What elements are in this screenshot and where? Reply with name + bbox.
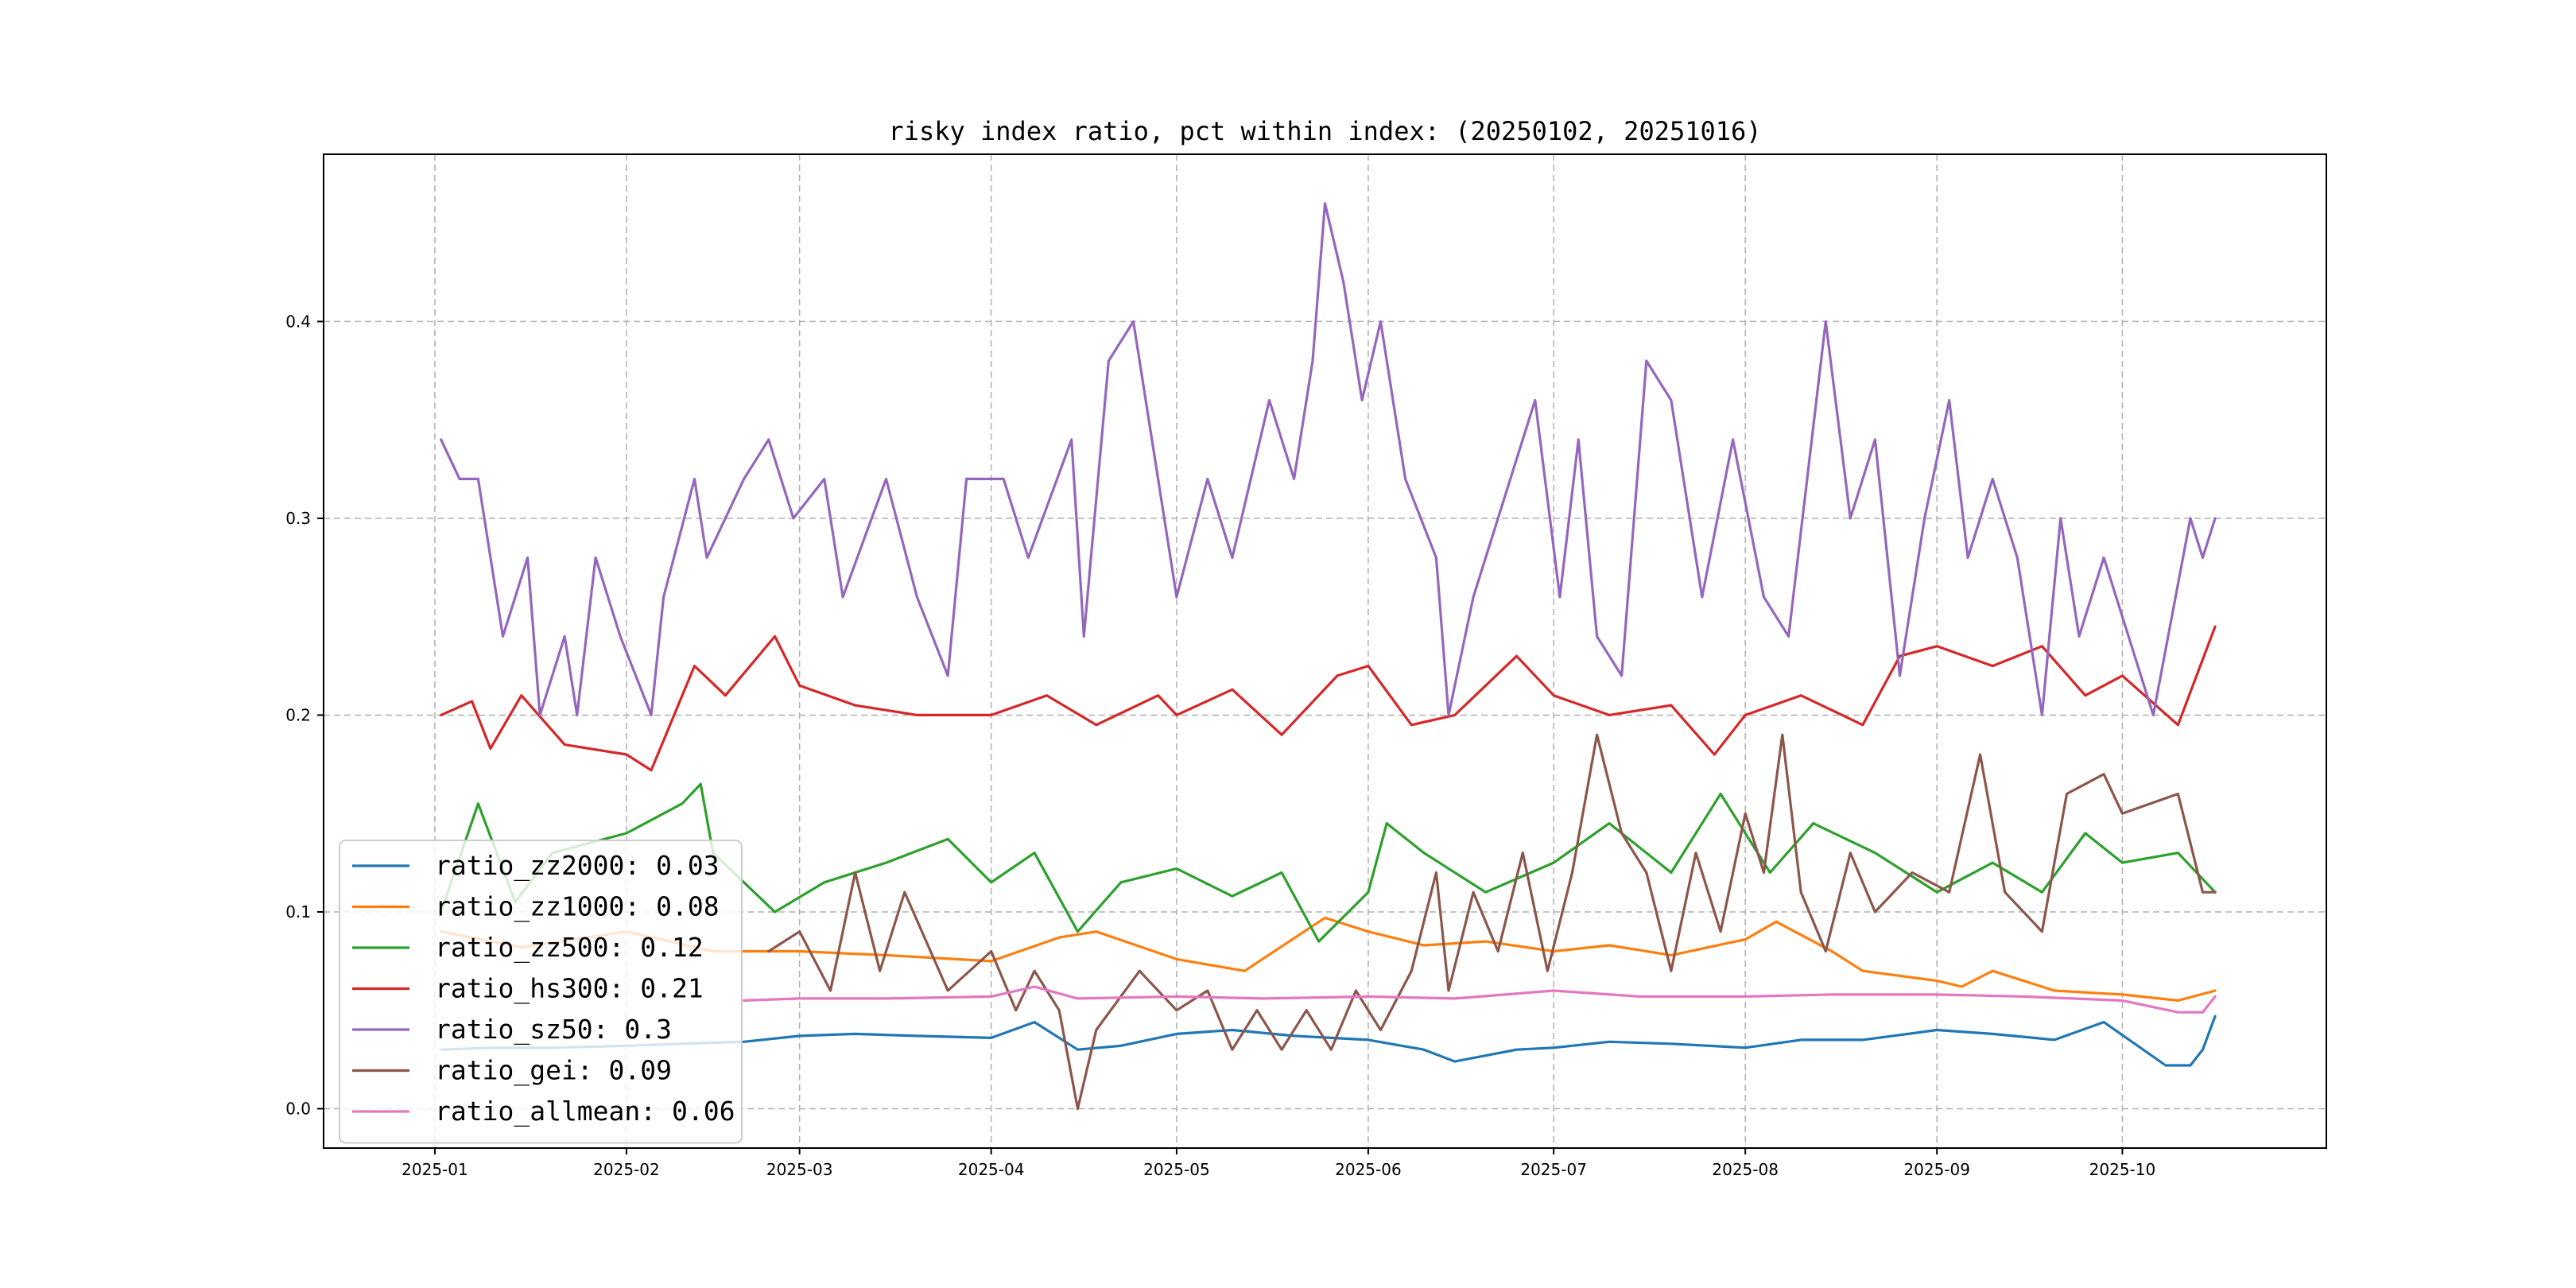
- x-tick-label: 2025-05: [1143, 1160, 1210, 1179]
- legend-label: ratio_gei: 0.09: [435, 1055, 672, 1087]
- x-tick-label: 2025-03: [766, 1160, 833, 1179]
- series-line-ratio-zz2000: [440, 1014, 2217, 1067]
- y-tick-label: 0.1: [285, 902, 311, 921]
- legend-label: ratio_zz500: 0.12: [435, 932, 704, 964]
- chart-title: risky index ratio, pct within index: (20…: [888, 116, 1761, 146]
- series-line-ratio-gei: [767, 733, 2217, 1111]
- x-tick-label: 2025-06: [1335, 1160, 1402, 1179]
- y-tick-label: 0.4: [285, 312, 311, 331]
- legend-label: ratio_allmean: 0.06: [435, 1096, 735, 1127]
- plot-frame: [323, 153, 2327, 1149]
- legend-label: ratio_zz1000: 0.08: [435, 891, 720, 923]
- x-tick-label: 2025-09: [1903, 1160, 1970, 1179]
- legend-label: ratio_hs300: 0.21: [435, 973, 704, 1005]
- x-tick-label: 2025-07: [1520, 1160, 1587, 1179]
- series-line-ratio-allmean: [743, 985, 2217, 1014]
- y-tick-label: 0.2: [285, 705, 311, 724]
- series-layer: [440, 202, 2217, 1111]
- series-line-ratio-zz500: [440, 782, 2217, 943]
- x-tick-label: 2025-10: [2089, 1160, 2156, 1179]
- x-tick-label: 2025-08: [1712, 1160, 1779, 1179]
- y-tick-label: 0.3: [285, 509, 311, 528]
- series-line-ratio-hs300: [440, 625, 2217, 772]
- series-line-ratio-zz1000: [440, 916, 2217, 1002]
- legend-label: ratio_sz50: 0.3: [435, 1014, 672, 1046]
- legend-label: ratio_zz2000: 0.03: [435, 850, 720, 882]
- legend: ratio_zz2000: 0.03 ratio_zz1000: 0.08 rati…: [339, 840, 743, 1144]
- y-tick-label: 0.0: [285, 1099, 311, 1118]
- x-tick-label: 2025-02: [593, 1160, 660, 1179]
- y-axis: 0.0 0.1 0.2 0.3 0.4: [285, 312, 324, 1118]
- series-line-ratio-sz50: [440, 202, 2217, 716]
- legend-box: [339, 840, 743, 1144]
- x-axis: 2025-01 2025-02 2025-03 2025-04 2025-05 2025-…: [402, 1148, 2155, 1179]
- x-tick-label: 2025-04: [958, 1160, 1025, 1179]
- x-tick-label: 2025-01: [402, 1160, 468, 1179]
